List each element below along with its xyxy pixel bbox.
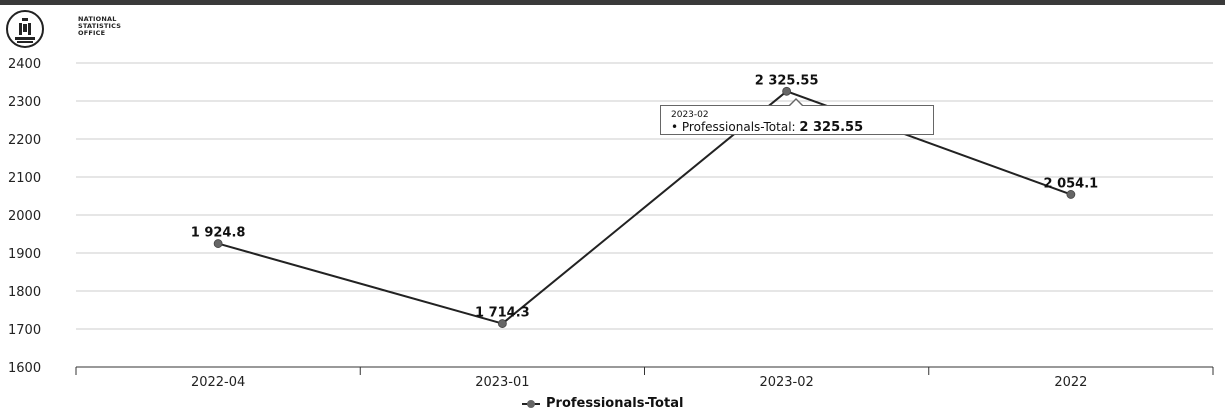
y-tick-label: 1600 xyxy=(8,361,41,376)
legend-label: Professionals-Total xyxy=(546,396,684,411)
series-line-group xyxy=(217,90,1072,325)
x-tick-label: 2022-04 xyxy=(191,375,245,390)
tooltip-series-line: • Professionals-Total: 2 325.55 xyxy=(671,120,863,135)
y-tick-label: 1700 xyxy=(8,323,41,338)
series-line xyxy=(217,90,1072,325)
nso-logo: NATIONAL STATISTICS OFFICE xyxy=(6,10,146,50)
x-tick-label: 2023-02 xyxy=(759,375,813,390)
legend-marker-icon xyxy=(522,399,540,409)
y-tick-label: 1900 xyxy=(8,247,41,262)
tooltip-date: 2023-02 xyxy=(671,110,709,120)
data-point xyxy=(497,319,507,328)
y-tick-label: 2300 xyxy=(8,95,41,110)
y-axis-ticks: 1600 1700 1800 1900 2000 2100 2200 2300 2400 xyxy=(8,57,41,376)
tooltip-series-name: Professionals-Total: xyxy=(681,120,796,134)
data-label: 2 325.55 xyxy=(755,73,819,88)
data-labels: 1 924.8 1 714.3 2 325.55 2 054.1 xyxy=(191,73,1098,320)
y-tick-label: 2400 xyxy=(8,57,41,72)
x-tick-label: 2023-01 xyxy=(475,375,529,390)
logo-line-3: OFFICE xyxy=(78,29,106,37)
y-tick-label: 2200 xyxy=(8,133,41,148)
data-point xyxy=(782,86,792,96)
logo-text: NATIONAL STATISTICS OFFICE xyxy=(78,16,121,37)
y-tick-label: 2100 xyxy=(8,171,41,186)
data-point xyxy=(1066,190,1076,199)
data-label: 2 054.1 xyxy=(1044,176,1099,191)
y-tick-label: 1800 xyxy=(8,285,41,300)
x-axis: 2022-04 2023-01 2023-02 2022 xyxy=(75,366,1214,390)
hover-tooltip: 2023-02 • Professionals-Total: 2 325.55 xyxy=(660,98,934,135)
data-points xyxy=(213,86,1076,328)
top-border xyxy=(0,0,1225,5)
x-tick-label: 2022 xyxy=(1054,375,1087,390)
data-label: 1 924.8 xyxy=(191,226,246,241)
grid-lines xyxy=(76,62,1213,368)
data-label: 1 714.3 xyxy=(475,306,530,321)
tooltip-value: 2 325.55 xyxy=(799,120,864,135)
y-tick-label: 2000 xyxy=(8,209,41,224)
soyombo-emblem-icon xyxy=(6,10,44,48)
tooltip-bullet: • xyxy=(671,120,679,134)
logo-line-1: NATIONAL xyxy=(78,15,117,23)
data-point xyxy=(213,239,223,248)
logo-line-2: STATISTICS xyxy=(78,22,122,30)
legend-item[interactable]: Professionals-Total xyxy=(522,396,683,412)
